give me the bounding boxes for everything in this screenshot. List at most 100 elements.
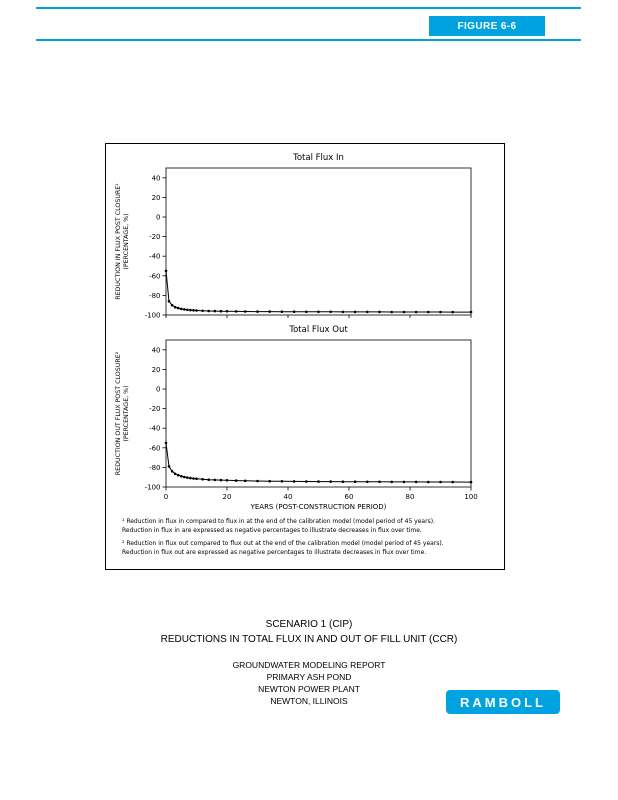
data-point bbox=[414, 480, 418, 484]
x-tick-label: 80 bbox=[406, 493, 415, 501]
footnote-1: ¹ Reduction in flux in compared to flux … bbox=[122, 518, 435, 534]
data-point bbox=[170, 303, 174, 307]
figure-box: Total Flux In 40 20 0 -20 -40 -60 -80 -100 REDUCT… bbox=[105, 143, 505, 570]
data-point bbox=[292, 480, 296, 483]
data-point bbox=[329, 310, 332, 314]
data-point bbox=[180, 474, 183, 478]
caption-block: SCENARIO 1 (CIP) REDUCTIONS IN TOTAL FLU… bbox=[0, 617, 618, 647]
x-tick-label: 0 bbox=[164, 493, 168, 501]
footnotes: ¹ Reduction in flux in compared to flux … bbox=[106, 515, 504, 558]
data-point bbox=[183, 475, 186, 479]
y-tick-label: -60 bbox=[149, 444, 160, 452]
y-tick-label: 20 bbox=[152, 194, 161, 202]
data-point bbox=[244, 310, 247, 313]
data-point bbox=[280, 310, 284, 313]
data-point bbox=[192, 309, 195, 312]
data-point bbox=[256, 479, 259, 483]
x-axis-label: YEARS (POST-CONSTRUCTION PERIOD) bbox=[250, 503, 387, 511]
y-tick-label: -60 bbox=[149, 272, 160, 280]
data-point bbox=[225, 310, 229, 313]
figure-label-badge: FIGURE 6-6 bbox=[429, 16, 545, 36]
data-point bbox=[164, 441, 168, 445]
y-tick-label: -100 bbox=[145, 312, 161, 319]
y-axis-label: REDUCTION OUT FLUX POST CLOSURE² bbox=[115, 351, 122, 475]
data-point bbox=[219, 309, 223, 313]
y-tick-label: -40 bbox=[149, 425, 160, 433]
caption-title: REDUCTIONS IN TOTAL FLUX IN AND OUT OF F… bbox=[160, 634, 458, 645]
data-point bbox=[189, 308, 192, 312]
caption-scenario: SCENARIO 1 (CIP) bbox=[265, 619, 353, 630]
data-point bbox=[305, 310, 308, 314]
data-point bbox=[244, 479, 247, 483]
y-tick-label: -20 bbox=[149, 233, 160, 241]
data-point bbox=[402, 480, 406, 484]
data-point bbox=[439, 310, 442, 314]
data-point bbox=[207, 478, 210, 481]
chart-title: Total Flux In bbox=[292, 153, 344, 163]
data-point bbox=[329, 480, 332, 483]
data-point bbox=[173, 305, 177, 309]
data-point bbox=[305, 480, 308, 483]
data-point bbox=[186, 476, 189, 479]
data-point bbox=[186, 308, 189, 312]
data-point bbox=[451, 310, 455, 314]
y-tick-label: -20 bbox=[149, 405, 160, 413]
data-line bbox=[165, 442, 472, 483]
data-point bbox=[183, 308, 186, 311]
data-point bbox=[207, 309, 210, 313]
figure-label: FIGURE 6-6 bbox=[457, 20, 517, 32]
data-point bbox=[402, 310, 406, 314]
x-tick-label: 60 bbox=[345, 493, 354, 501]
report-site: PRIMARY ASH POND bbox=[266, 672, 352, 682]
x-tick-label: 40 bbox=[284, 493, 293, 501]
y-tick-label: -100 bbox=[145, 484, 161, 492]
data-point bbox=[167, 300, 171, 303]
data-point bbox=[201, 478, 204, 481]
data-line bbox=[165, 270, 471, 313]
data-point bbox=[176, 306, 180, 310]
report-location: NEWTON, ILLINOIS bbox=[270, 696, 348, 706]
y-tick-label: -40 bbox=[149, 253, 160, 261]
y-axis-label: REDUCTION IN FLUX POST CLOSURE¹ bbox=[115, 183, 122, 300]
data-point bbox=[164, 269, 168, 273]
y-axis-label: (PERCENTAGE, %) bbox=[123, 385, 130, 441]
data-point bbox=[353, 480, 357, 483]
report-name: GROUNDWATER MODELING REPORT bbox=[232, 660, 386, 670]
report-block: GROUNDWATER MODELING REPORT PRIMARY ASH … bbox=[0, 659, 618, 707]
top-rule bbox=[36, 7, 581, 9]
data-point bbox=[451, 480, 455, 484]
data-point bbox=[366, 480, 369, 484]
y-tick-label: 0 bbox=[156, 214, 160, 222]
data-point bbox=[225, 479, 229, 482]
data-point bbox=[378, 310, 381, 314]
data-point bbox=[176, 473, 180, 477]
data-point bbox=[180, 307, 183, 311]
data-point bbox=[427, 480, 430, 484]
data-point bbox=[378, 480, 381, 484]
x-tick-label: 20 bbox=[223, 493, 232, 501]
data-point bbox=[170, 470, 174, 473]
data-point bbox=[189, 476, 192, 480]
y-tick-label: 0 bbox=[156, 386, 160, 394]
data-point bbox=[341, 310, 345, 314]
data-point bbox=[167, 465, 171, 468]
data-point bbox=[213, 309, 217, 313]
data-point bbox=[427, 310, 430, 314]
data-point bbox=[390, 480, 394, 484]
data-point bbox=[353, 310, 357, 314]
y-tick-label: 40 bbox=[152, 174, 161, 182]
y-tick-label: 20 bbox=[152, 366, 161, 374]
flux-in-chart: Total Flux In 40 20 0 -20 -40 -60 -80 -100 REDUCT… bbox=[115, 153, 473, 319]
report-plant: NEWTON POWER PLANT bbox=[258, 684, 360, 694]
y-tick-label: -80 bbox=[149, 292, 160, 300]
data-point bbox=[366, 310, 369, 314]
data-point bbox=[469, 310, 473, 314]
data-point bbox=[234, 479, 238, 482]
data-point bbox=[268, 479, 271, 483]
data-point bbox=[390, 310, 394, 314]
data-point bbox=[317, 310, 320, 314]
data-point bbox=[469, 480, 473, 484]
ramboll-logo-text: RAMBOLL bbox=[460, 694, 546, 710]
